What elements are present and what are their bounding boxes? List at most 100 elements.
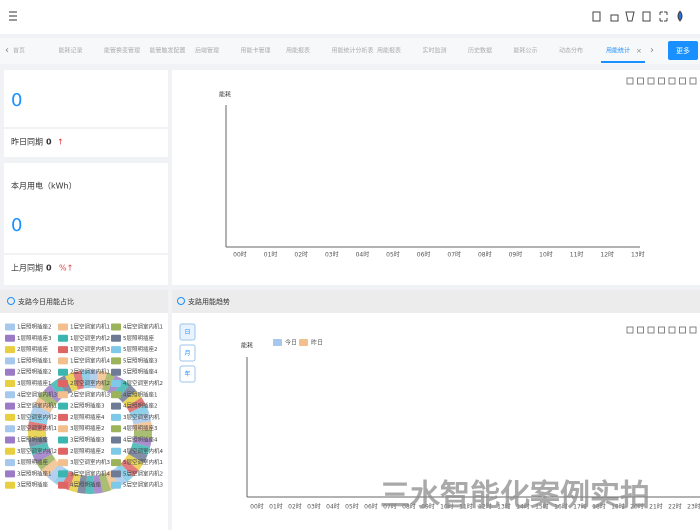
legend-label[interactable]: 1层照明插座 xyxy=(17,458,48,466)
legend-label[interactable]: 4层照明插座 xyxy=(70,481,101,489)
legend-swatch[interactable] xyxy=(5,346,15,354)
legend-label[interactable]: 5层照明插座2 xyxy=(123,345,158,353)
tab[interactable]: 能耗公示 xyxy=(514,47,538,55)
legend-swatch[interactable] xyxy=(111,334,121,342)
tab[interactable]: 用能报表 xyxy=(377,47,401,55)
legend-label[interactable]: 3层照明插座 xyxy=(17,481,48,489)
legend-label[interactable]: 3层照明插座1 xyxy=(17,379,52,387)
legend-swatch[interactable] xyxy=(111,413,121,421)
chart-tool-icon[interactable] xyxy=(658,326,665,334)
legend-label[interactable]: 2层空调室内机3 xyxy=(70,390,110,398)
legend-swatch[interactable] xyxy=(58,481,68,489)
legend-label[interactable]: 5层空调室内机2 xyxy=(123,469,163,477)
legend-label[interactable]: 2层空调室内机1 xyxy=(70,368,110,376)
tab[interactable]: 用能卡管理 xyxy=(241,47,271,55)
legend-label[interactable]: 5层空调室内机1 xyxy=(123,458,163,466)
legend-label[interactable]: 3层照明插座3 xyxy=(70,436,105,444)
chart-tool-icon[interactable] xyxy=(637,77,644,85)
toolbar-icons[interactable] xyxy=(592,10,683,22)
period-button[interactable] xyxy=(179,365,196,383)
chart-tool-icon[interactable] xyxy=(647,326,655,334)
legend-swatch[interactable] xyxy=(111,368,121,376)
legend-label[interactable]: 3层空调室内机4 xyxy=(70,469,110,477)
legend-swatch[interactable] xyxy=(58,380,68,387)
tab[interactable]: 用能统计分析表 xyxy=(332,47,374,55)
legend-swatch[interactable] xyxy=(58,368,68,376)
tab[interactable]: 实时监测 xyxy=(423,47,447,55)
legend-swatch[interactable] xyxy=(111,459,121,467)
legend-swatch[interactable] xyxy=(5,357,15,365)
chart-tool-icon[interactable] xyxy=(637,326,644,334)
legend-swatch[interactable] xyxy=(111,391,121,399)
legend-swatch[interactable] xyxy=(111,402,121,410)
period-button-label[interactable]: 年 xyxy=(184,370,190,378)
legend-swatch[interactable] xyxy=(5,425,15,433)
legend-label[interactable]: 2层空调室内机2 xyxy=(70,379,110,387)
legend-swatch[interactable] xyxy=(111,447,121,455)
active-tab[interactable]: 用能统计 xyxy=(606,47,630,55)
legend-label[interactable]: 4层空调室内机3 xyxy=(17,390,57,398)
legend-swatch[interactable] xyxy=(111,323,121,331)
legend-swatch[interactable] xyxy=(5,459,15,467)
chart-tool-icon[interactable] xyxy=(626,326,634,334)
legend-label[interactable]: 1层照明插座 xyxy=(17,436,48,444)
legend-swatch[interactable] xyxy=(5,436,15,444)
legend-swatch[interactable] xyxy=(5,447,15,455)
legend-swatch[interactable] xyxy=(5,413,15,421)
legend-label[interactable]: 3层照明插座1 xyxy=(17,469,52,477)
tab[interactable]: 后端管理 xyxy=(195,47,219,55)
tab[interactable]: 首页 xyxy=(13,47,25,55)
legend-label[interactable]: 4层照明插座2 xyxy=(123,402,158,410)
legend-swatch[interactable] xyxy=(111,380,121,387)
legend-label[interactable]: 4层照明插座1 xyxy=(123,390,158,398)
legend-swatch[interactable] xyxy=(58,413,68,421)
legend-label[interactable]: 2层照明插座3 xyxy=(70,402,105,410)
chart-tool-icon[interactable] xyxy=(658,77,665,85)
legend-swatch[interactable] xyxy=(111,470,121,478)
legend-swatch[interactable] xyxy=(5,391,15,399)
chart-tool-icon[interactable] xyxy=(626,77,634,85)
legend-swatch[interactable] xyxy=(5,323,15,331)
tab-scroll-left[interactable]: ‹ xyxy=(5,45,9,56)
tab[interactable]: 能耗记录 xyxy=(59,47,83,55)
chart-tool-icon[interactable] xyxy=(668,326,676,334)
legend-swatch[interactable] xyxy=(5,368,15,376)
legend-label[interactable]: 1层照明插座2 xyxy=(17,323,52,331)
tab[interactable]: 动态分布 xyxy=(559,47,583,55)
tab-close[interactable]: × xyxy=(636,47,642,55)
legend-swatch[interactable] xyxy=(111,436,121,444)
legend-swatch[interactable] xyxy=(58,459,68,467)
legend-label[interactable]: 4层照明插座3 xyxy=(123,424,158,432)
tab[interactable]: 能管换变管理 xyxy=(104,47,140,55)
legend-label[interactable]: 2层空调室内机1 xyxy=(17,424,57,432)
legend-label[interactable]: 5层空调室内机3 xyxy=(123,481,163,489)
legend-swatch[interactable] xyxy=(5,481,15,489)
legend-swatch[interactable] xyxy=(5,380,15,387)
legend-swatch[interactable] xyxy=(5,334,15,342)
chart-tool-icon[interactable] xyxy=(679,77,686,85)
legend-label[interactable]: 3层照明插座2 xyxy=(70,424,105,432)
legend-label[interactable]: 2层照明插座2 xyxy=(70,447,105,455)
more-button[interactable] xyxy=(668,41,698,60)
legend-label[interactable]: 1层照明插座3 xyxy=(17,334,52,342)
legend-label[interactable]: 4层空调室内机4 xyxy=(123,447,163,455)
chart-tool-icon[interactable] xyxy=(689,77,697,85)
legend-label[interactable]: 3层空调室内机3 xyxy=(70,458,110,466)
legend-swatch[interactable] xyxy=(5,402,15,410)
legend-swatch[interactable] xyxy=(58,402,68,410)
legend-swatch[interactable] xyxy=(58,357,68,365)
chart-tool-icon[interactable] xyxy=(689,326,697,334)
legend-label[interactable]: 1层照明插座1 xyxy=(17,356,52,364)
tab[interactable]: 用能报表 xyxy=(286,47,310,55)
legend-swatch[interactable] xyxy=(58,346,68,354)
tab[interactable]: 能管触发配置 xyxy=(150,47,186,55)
tab-scroll-right[interactable]: › xyxy=(650,45,654,56)
legend-label[interactable]: 1层空调室内机2 xyxy=(17,413,57,421)
menu-icon[interactable] xyxy=(9,11,17,21)
period-button[interactable] xyxy=(179,323,196,341)
legend-label[interactable]: 5层照明插座3 xyxy=(123,356,158,364)
legend-label[interactable]: 2层照明插座 xyxy=(17,345,48,353)
legend-label[interactable]: 5层照明插座 xyxy=(123,334,154,342)
legend-label[interactable]: 3层空调室内机2 xyxy=(17,447,57,455)
legend-swatch[interactable] xyxy=(5,470,15,478)
